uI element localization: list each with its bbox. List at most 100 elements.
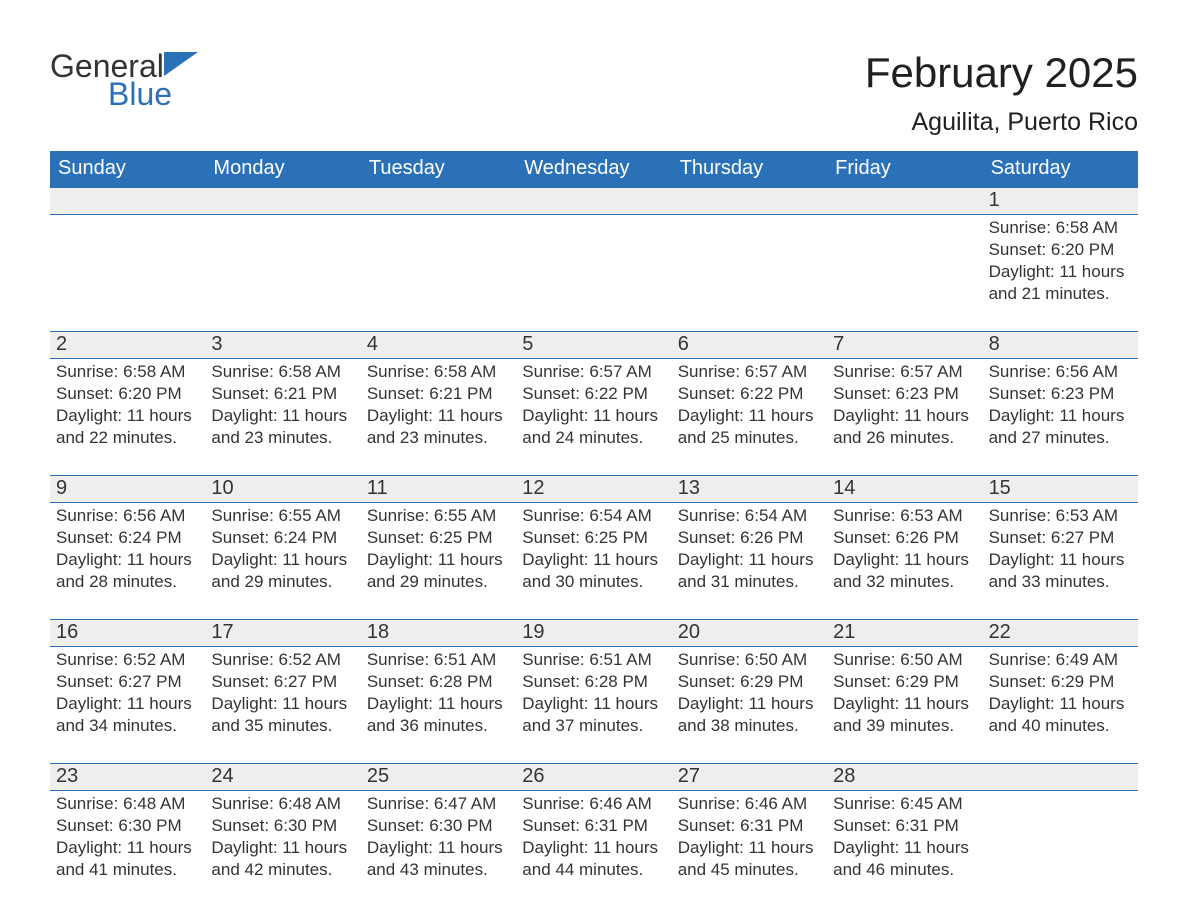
day-number: 12 xyxy=(516,476,671,502)
day-cell: Sunrise: 6:57 AMSunset: 6:23 PMDaylight:… xyxy=(827,359,982,475)
day-cell: Sunrise: 6:58 AMSunset: 6:21 PMDaylight:… xyxy=(205,359,360,475)
daynum-row: 1 xyxy=(50,188,1138,215)
sunrise-text: Sunrise: 6:57 AM xyxy=(678,361,821,383)
day-number: 26 xyxy=(516,764,671,790)
sunset-text: Sunset: 6:26 PM xyxy=(833,527,976,549)
day-number xyxy=(672,188,827,214)
sunset-text: Sunset: 6:28 PM xyxy=(367,671,510,693)
daylight-text: Daylight: 11 hours and 24 minutes. xyxy=(522,405,665,449)
day-cell: Sunrise: 6:58 AMSunset: 6:20 PMDaylight:… xyxy=(50,359,205,475)
daylight-text: Daylight: 11 hours and 21 minutes. xyxy=(989,261,1132,305)
sunset-text: Sunset: 6:29 PM xyxy=(678,671,821,693)
sunset-text: Sunset: 6:22 PM xyxy=(678,383,821,405)
sunrise-text: Sunrise: 6:47 AM xyxy=(367,793,510,815)
day-number: 5 xyxy=(516,332,671,358)
sunrise-text: Sunrise: 6:51 AM xyxy=(367,649,510,671)
logo-stack: General Blue xyxy=(50,50,198,114)
sunrise-text: Sunrise: 6:52 AM xyxy=(211,649,354,671)
sunrise-text: Sunrise: 6:58 AM xyxy=(367,361,510,383)
calendar-grid: SundayMondayTuesdayWednesdayThursdayFrid… xyxy=(50,151,1138,907)
daylight-text: Daylight: 11 hours and 30 minutes. xyxy=(522,549,665,593)
sunrise-text: Sunrise: 6:46 AM xyxy=(522,793,665,815)
sunset-text: Sunset: 6:22 PM xyxy=(522,383,665,405)
day-cell xyxy=(205,215,360,331)
weekday-sunday: Sunday xyxy=(50,151,205,188)
daylight-text: Daylight: 11 hours and 22 minutes. xyxy=(56,405,199,449)
day-number xyxy=(361,188,516,214)
day-cell xyxy=(672,215,827,331)
day-number: 27 xyxy=(672,764,827,790)
daynum-row: 16171819202122 xyxy=(50,619,1138,647)
sunrise-text: Sunrise: 6:50 AM xyxy=(833,649,976,671)
sunset-text: Sunset: 6:20 PM xyxy=(56,383,199,405)
day-cell: Sunrise: 6:48 AMSunset: 6:30 PMDaylight:… xyxy=(50,791,205,907)
day-number xyxy=(983,764,1138,790)
daylight-text: Daylight: 11 hours and 31 minutes. xyxy=(678,549,821,593)
sunrise-text: Sunrise: 6:49 AM xyxy=(989,649,1132,671)
sunset-text: Sunset: 6:27 PM xyxy=(56,671,199,693)
sunrise-text: Sunrise: 6:58 AM xyxy=(989,217,1132,239)
day-number: 3 xyxy=(205,332,360,358)
day-cell: Sunrise: 6:58 AMSunset: 6:20 PMDaylight:… xyxy=(983,215,1138,331)
daylight-text: Daylight: 11 hours and 45 minutes. xyxy=(678,837,821,881)
day-number: 7 xyxy=(827,332,982,358)
daylight-text: Daylight: 11 hours and 27 minutes. xyxy=(989,405,1132,449)
day-number: 6 xyxy=(672,332,827,358)
day-number: 23 xyxy=(50,764,205,790)
day-cell: Sunrise: 6:53 AMSunset: 6:27 PMDaylight:… xyxy=(983,503,1138,619)
day-cell: Sunrise: 6:53 AMSunset: 6:26 PMDaylight:… xyxy=(827,503,982,619)
sunrise-text: Sunrise: 6:57 AM xyxy=(522,361,665,383)
sunset-text: Sunset: 6:27 PM xyxy=(211,671,354,693)
sunrise-text: Sunrise: 6:58 AM xyxy=(211,361,354,383)
sunrise-text: Sunrise: 6:51 AM xyxy=(522,649,665,671)
day-cell xyxy=(827,215,982,331)
daylight-text: Daylight: 11 hours and 23 minutes. xyxy=(367,405,510,449)
sunrise-text: Sunrise: 6:55 AM xyxy=(367,505,510,527)
weeks-container: 1Sunrise: 6:58 AMSunset: 6:20 PMDaylight… xyxy=(50,188,1138,907)
logo-text-blue: Blue xyxy=(108,76,172,112)
daylight-text: Daylight: 11 hours and 43 minutes. xyxy=(367,837,510,881)
day-number: 17 xyxy=(205,620,360,646)
day-body-row: Sunrise: 6:48 AMSunset: 6:30 PMDaylight:… xyxy=(50,791,1138,907)
day-number xyxy=(50,188,205,214)
sunrise-text: Sunrise: 6:45 AM xyxy=(833,793,976,815)
sunrise-text: Sunrise: 6:52 AM xyxy=(56,649,199,671)
daynum-row: 9101112131415 xyxy=(50,475,1138,503)
day-cell: Sunrise: 6:50 AMSunset: 6:29 PMDaylight:… xyxy=(672,647,827,763)
daylight-text: Daylight: 11 hours and 35 minutes. xyxy=(211,693,354,737)
sunrise-text: Sunrise: 6:53 AM xyxy=(833,505,976,527)
day-number: 10 xyxy=(205,476,360,502)
daylight-text: Daylight: 11 hours and 37 minutes. xyxy=(522,693,665,737)
sunset-text: Sunset: 6:29 PM xyxy=(833,671,976,693)
sunrise-text: Sunrise: 6:53 AM xyxy=(989,505,1132,527)
day-cell: Sunrise: 6:55 AMSunset: 6:25 PMDaylight:… xyxy=(361,503,516,619)
logo: General Blue xyxy=(50,50,198,114)
sunset-text: Sunset: 6:23 PM xyxy=(833,383,976,405)
sunset-text: Sunset: 6:24 PM xyxy=(211,527,354,549)
sunset-text: Sunset: 6:28 PM xyxy=(522,671,665,693)
header-row: General Blue February 2025 Aguilita, Pue… xyxy=(50,50,1138,137)
sunset-text: Sunset: 6:30 PM xyxy=(367,815,510,837)
sunset-text: Sunset: 6:23 PM xyxy=(989,383,1132,405)
daylight-text: Daylight: 11 hours and 26 minutes. xyxy=(833,405,976,449)
daylight-text: Daylight: 11 hours and 32 minutes. xyxy=(833,549,976,593)
sunset-text: Sunset: 6:25 PM xyxy=(367,527,510,549)
day-cell xyxy=(516,215,671,331)
weekday-wednesday: Wednesday xyxy=(516,151,671,188)
sunrise-text: Sunrise: 6:54 AM xyxy=(678,505,821,527)
day-body-row: Sunrise: 6:58 AMSunset: 6:20 PMDaylight:… xyxy=(50,215,1138,331)
daylight-text: Daylight: 11 hours and 46 minutes. xyxy=(833,837,976,881)
day-cell: Sunrise: 6:54 AMSunset: 6:26 PMDaylight:… xyxy=(672,503,827,619)
day-number: 19 xyxy=(516,620,671,646)
day-number: 13 xyxy=(672,476,827,502)
day-number: 8 xyxy=(983,332,1138,358)
calendar-page: General Blue February 2025 Aguilita, Pue… xyxy=(0,0,1188,907)
day-body-row: Sunrise: 6:58 AMSunset: 6:20 PMDaylight:… xyxy=(50,359,1138,475)
day-cell: Sunrise: 6:55 AMSunset: 6:24 PMDaylight:… xyxy=(205,503,360,619)
sunset-text: Sunset: 6:26 PM xyxy=(678,527,821,549)
day-number: 14 xyxy=(827,476,982,502)
sunset-text: Sunset: 6:27 PM xyxy=(989,527,1132,549)
day-cell: Sunrise: 6:52 AMSunset: 6:27 PMDaylight:… xyxy=(205,647,360,763)
daylight-text: Daylight: 11 hours and 41 minutes. xyxy=(56,837,199,881)
daynum-row: 2345678 xyxy=(50,331,1138,359)
